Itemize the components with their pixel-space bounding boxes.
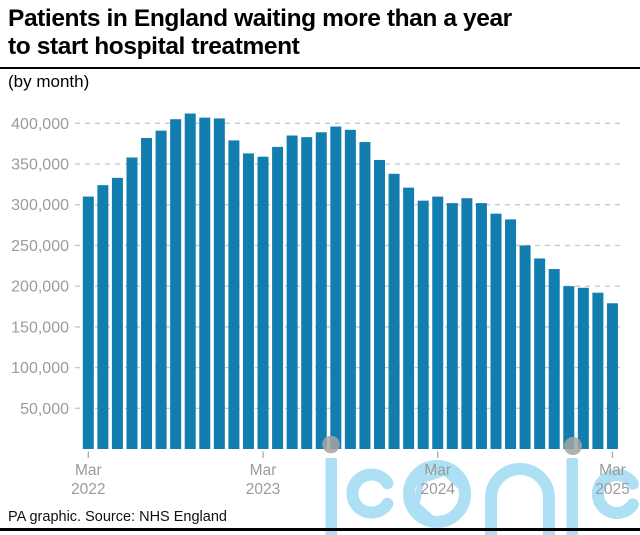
x-axis-label-mar-2025: Mar 2025 — [595, 462, 630, 498]
bottom-border-line — [0, 528, 640, 531]
chart-title: Patients in England waiting more than a … — [8, 5, 512, 61]
bar-apr-2024 — [446, 203, 458, 449]
watermark-letter-i-stem — [325, 458, 337, 535]
bar-feb-2025 — [592, 292, 604, 449]
bar-sep-2023 — [344, 129, 356, 449]
chart-subtitle: (by month) — [8, 72, 90, 91]
watermark-letters — [325, 458, 639, 535]
x-axis-label-mar-2024: Mar 2024 — [420, 462, 455, 498]
bar-feb-2024 — [417, 200, 429, 449]
source-credit: PA graphic. Source: NHS England — [8, 509, 227, 525]
bar-mar-2025 — [606, 303, 618, 449]
x-axis-label-mar-2023: Mar 2023 — [245, 462, 281, 498]
y-axis-label-300000: 300,000 — [11, 197, 69, 214]
bar-may-2022 — [111, 177, 123, 450]
y-axis-label-50000: 50,000 — [20, 401, 69, 418]
watermark-i2-dot — [564, 437, 582, 455]
bar-dec-2023 — [388, 173, 400, 449]
bar-jun-2024 — [475, 203, 487, 449]
bar-may-2024 — [461, 198, 473, 449]
y-axis-label-150000: 150,000 — [11, 319, 69, 336]
bar-mar-2022 — [82, 196, 94, 449]
bar-may-2023 — [286, 135, 298, 450]
bar-dec-2024 — [563, 286, 575, 449]
bar-apr-2022 — [97, 185, 109, 450]
bar-feb-2023 — [242, 153, 254, 449]
watermark-letter-c — [346, 468, 394, 519]
watermark-letter-i2-stem — [566, 458, 578, 535]
bar-dec-2022 — [213, 118, 225, 450]
watermark-letter-n — [485, 463, 555, 535]
bar-nov-2022 — [199, 117, 211, 449]
bar-apr-2023 — [272, 146, 284, 449]
bar-jul-2023 — [315, 132, 327, 449]
watermark-letter-c2 — [592, 469, 639, 519]
bar-sep-2024 — [519, 245, 531, 449]
title-divider-line — [0, 67, 640, 69]
watermark-hexagon-icon — [412, 469, 468, 525]
bar-mar-2024 — [432, 196, 444, 449]
bar-nov-2023 — [374, 159, 385, 449]
bar-jan-2024 — [403, 187, 415, 450]
y-axis-label-400000: 400,000 — [11, 116, 69, 133]
chart-title-line2: to start hospital treatment — [8, 33, 300, 60]
bar-sep-2022 — [170, 119, 182, 449]
bar-jan-2025 — [577, 287, 589, 449]
bar-jun-2022 — [126, 157, 138, 449]
bar-jul-2022 — [141, 137, 153, 450]
y-axis-label-200000: 200,000 — [11, 279, 69, 296]
bar-jun-2023 — [301, 137, 313, 449]
bar-oct-2023 — [359, 142, 371, 449]
bar-jan-2023 — [228, 140, 240, 450]
bar-oct-2022 — [184, 113, 196, 450]
x-axis-label-mar-2022: Mar 2022 — [71, 462, 106, 498]
bar-aug-2023 — [330, 126, 342, 449]
y-axis-label-250000: 250,000 — [11, 238, 69, 255]
bar-mar-2023 — [257, 156, 269, 449]
y-axis-label-350000: 350,000 — [11, 157, 69, 174]
chart-title-line1: Patients in England waiting more than a … — [8, 5, 512, 32]
bar-aug-2024 — [505, 219, 517, 449]
bar-jul-2024 — [490, 213, 502, 449]
bar-aug-2022 — [155, 130, 167, 450]
watermark-i-dot — [322, 435, 340, 454]
y-axis-label-100000: 100,000 — [11, 360, 69, 377]
bar-nov-2024 — [548, 269, 560, 449]
bar-oct-2024 — [534, 258, 546, 449]
